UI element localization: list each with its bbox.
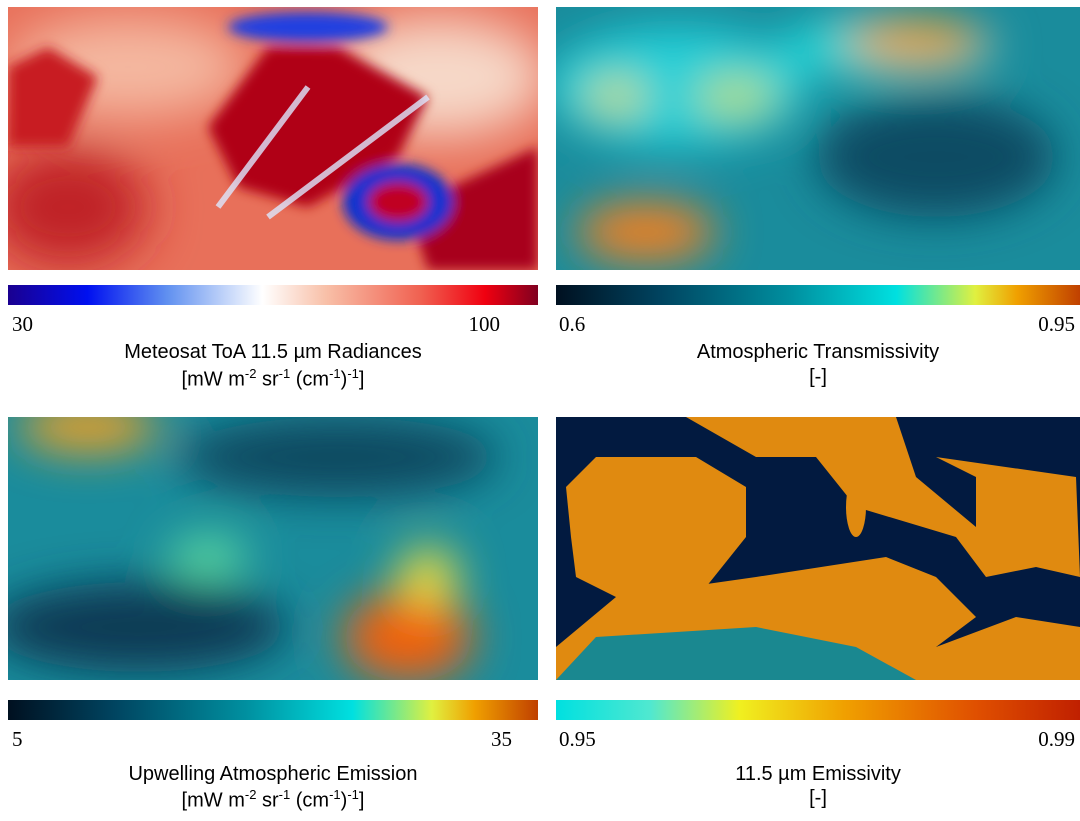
colorbar-min: 0.95	[559, 727, 596, 752]
colorbar-max: 35	[491, 727, 512, 752]
emission-map	[8, 417, 538, 680]
unit-exponent: -1	[347, 787, 359, 802]
radiance-map	[8, 7, 538, 270]
unit-text: sr	[256, 790, 278, 812]
unit-text: (cm	[290, 369, 329, 391]
unit-text: [-]	[809, 366, 827, 388]
unit-exponent: -1	[279, 787, 291, 802]
colorbar	[8, 285, 538, 305]
colorbar-min: 5	[12, 727, 23, 752]
panel-title: Meteosat ToA 11.5 µm Radiances	[8, 341, 538, 364]
unit-exponent: -1	[279, 366, 291, 381]
colorbar	[556, 285, 1080, 305]
unit-exponent: -2	[245, 366, 257, 381]
panel-title: Atmospheric Transmissivity	[556, 341, 1080, 364]
panel-units: [-]	[556, 787, 1080, 810]
unit-text: sr	[256, 369, 278, 391]
unit-text: [mW m	[182, 790, 245, 812]
unit-exponent: -1	[329, 787, 341, 802]
colorbar-min: 0.6	[559, 312, 585, 337]
colorbar-min: 30	[12, 312, 33, 337]
unit-text: [mW m	[182, 369, 245, 391]
panel-title: Upwelling Atmospheric Emission	[8, 763, 538, 786]
transmissivity-map	[556, 7, 1080, 270]
colorbar-max: 0.95	[1038, 312, 1075, 337]
colorbar	[8, 700, 538, 720]
emissivity-map	[556, 417, 1080, 680]
colorbar-max: 100	[469, 312, 501, 337]
unit-text: ]	[359, 790, 365, 812]
unit-exponent: -1	[347, 366, 359, 381]
panel-title: 11.5 µm Emissivity	[556, 763, 1080, 786]
colorbar-max: 0.99	[1038, 727, 1075, 752]
colorbar	[556, 700, 1080, 720]
unit-exponent: -2	[245, 787, 257, 802]
unit-exponent: -1	[329, 366, 341, 381]
unit-text: [-]	[809, 787, 827, 809]
panel-units: [mW m-2 sr-1 (cm-1)-1]	[8, 366, 538, 392]
panel-units: [mW m-2 sr-1 (cm-1)-1]	[8, 787, 538, 813]
unit-text: ]	[359, 369, 365, 391]
figure: 30 100 Meteosat ToA 11.5 µm Radiances [m…	[0, 0, 1080, 821]
unit-text: (cm	[290, 790, 329, 812]
panel-units: [-]	[556, 366, 1080, 389]
